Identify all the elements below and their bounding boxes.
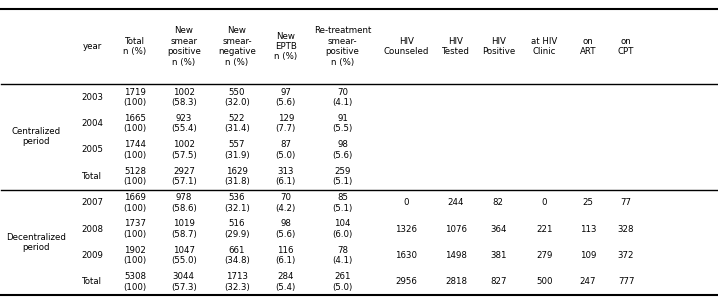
Text: 923
(55.4): 923 (55.4)	[171, 114, 197, 133]
Text: 500: 500	[536, 278, 552, 286]
Text: 0: 0	[404, 198, 409, 207]
Text: 2818: 2818	[445, 278, 467, 286]
Text: 244: 244	[448, 198, 464, 207]
Text: 1737
(100): 1737 (100)	[123, 220, 146, 239]
Text: 381: 381	[490, 251, 506, 260]
Text: 827: 827	[490, 278, 506, 286]
Text: 313
(6.1): 313 (6.1)	[276, 167, 296, 186]
Text: 1630: 1630	[396, 251, 417, 260]
Text: 113: 113	[580, 225, 596, 234]
Text: 109: 109	[580, 251, 596, 260]
Text: 87
(5.0): 87 (5.0)	[276, 140, 296, 160]
Text: 70
(4.1): 70 (4.1)	[332, 88, 353, 107]
Text: 98
(5.6): 98 (5.6)	[332, 140, 353, 160]
Text: 85
(5.1): 85 (5.1)	[332, 193, 353, 212]
Text: 328: 328	[618, 225, 634, 234]
Text: HIV
Positive: HIV Positive	[482, 37, 515, 56]
Text: 279: 279	[536, 251, 552, 260]
Text: 2927
(57.1): 2927 (57.1)	[171, 167, 197, 186]
Text: 2009: 2009	[81, 251, 103, 260]
Text: 1629
(31.8): 1629 (31.8)	[224, 167, 250, 186]
Text: 536
(32.1): 536 (32.1)	[224, 193, 250, 212]
Text: 247: 247	[580, 278, 596, 286]
Text: New
EPTB
n (%): New EPTB n (%)	[274, 32, 297, 62]
Text: 2008: 2008	[81, 225, 103, 234]
Text: 1902
(100): 1902 (100)	[123, 246, 146, 265]
Text: at HIV
Clinic: at HIV Clinic	[531, 37, 557, 56]
Text: 77: 77	[620, 198, 632, 207]
Text: Total: Total	[82, 172, 102, 181]
Text: 1047
(55.0): 1047 (55.0)	[171, 246, 197, 265]
Text: HIV
Tested: HIV Tested	[442, 37, 470, 56]
Text: 1665
(100): 1665 (100)	[123, 114, 146, 133]
Text: 5128
(100): 5128 (100)	[123, 167, 146, 186]
Text: New
smear-
negative
n (%): New smear- negative n (%)	[218, 26, 256, 67]
Text: 2005: 2005	[81, 146, 103, 154]
Text: on
ART: on ART	[580, 37, 596, 56]
Text: 1326: 1326	[396, 225, 417, 234]
Text: 70
(4.2): 70 (4.2)	[276, 193, 296, 212]
Text: 372: 372	[618, 251, 634, 260]
Text: 1669
(100): 1669 (100)	[123, 193, 146, 212]
Text: 1002
(58.3): 1002 (58.3)	[171, 88, 197, 107]
Text: 550
(32.0): 550 (32.0)	[224, 88, 250, 107]
Text: Re-treatment
smear-
positive
n (%): Re-treatment smear- positive n (%)	[314, 26, 371, 67]
Text: 978
(58.6): 978 (58.6)	[171, 193, 197, 212]
Text: 104
(6.0): 104 (6.0)	[332, 220, 353, 239]
Text: 2004: 2004	[81, 119, 103, 128]
Text: 129
(7.7): 129 (7.7)	[276, 114, 296, 133]
Text: on
CPT: on CPT	[618, 37, 634, 56]
Text: 2007: 2007	[81, 198, 103, 207]
Text: 2956: 2956	[396, 278, 417, 286]
Text: 221: 221	[536, 225, 552, 234]
Text: 1719
(100): 1719 (100)	[123, 88, 146, 107]
Text: 3044
(57.3): 3044 (57.3)	[171, 272, 197, 292]
Text: Total
n (%): Total n (%)	[123, 37, 146, 56]
Text: 97
(5.6): 97 (5.6)	[276, 88, 296, 107]
Text: 777: 777	[618, 278, 634, 286]
Text: 364: 364	[490, 225, 506, 234]
Text: 284
(5.4): 284 (5.4)	[276, 272, 296, 292]
Text: 1498: 1498	[445, 251, 467, 260]
Text: 1019
(58.7): 1019 (58.7)	[171, 220, 197, 239]
Text: 1002
(57.5): 1002 (57.5)	[171, 140, 197, 160]
Text: Total: Total	[82, 278, 102, 286]
Text: 557
(31.9): 557 (31.9)	[224, 140, 250, 160]
Text: 1076: 1076	[445, 225, 467, 234]
Text: 91
(5.5): 91 (5.5)	[332, 114, 353, 133]
Text: 1713
(32.3): 1713 (32.3)	[224, 272, 250, 292]
Text: 25: 25	[582, 198, 594, 207]
Text: year: year	[83, 42, 101, 51]
Text: HIV
Counseled: HIV Counseled	[383, 37, 429, 56]
Text: 2003: 2003	[81, 93, 103, 102]
Text: New
smear
positive
n (%): New smear positive n (%)	[167, 26, 201, 67]
Text: 5308
(100): 5308 (100)	[123, 272, 146, 292]
Text: 78
(4.1): 78 (4.1)	[332, 246, 353, 265]
Text: Centralized
period: Centralized period	[11, 127, 60, 146]
Text: 516
(29.9): 516 (29.9)	[224, 220, 250, 239]
Text: 1744
(100): 1744 (100)	[123, 140, 146, 160]
Text: 82: 82	[493, 198, 504, 207]
Text: Decentralized
period: Decentralized period	[6, 233, 66, 252]
Text: 98
(5.6): 98 (5.6)	[276, 220, 296, 239]
Text: 261
(5.0): 261 (5.0)	[332, 272, 353, 292]
Text: 259
(5.1): 259 (5.1)	[332, 167, 353, 186]
Text: 0: 0	[541, 198, 547, 207]
Text: 116
(6.1): 116 (6.1)	[276, 246, 296, 265]
Text: 661
(34.8): 661 (34.8)	[224, 246, 250, 265]
Text: 522
(31.4): 522 (31.4)	[224, 114, 250, 133]
